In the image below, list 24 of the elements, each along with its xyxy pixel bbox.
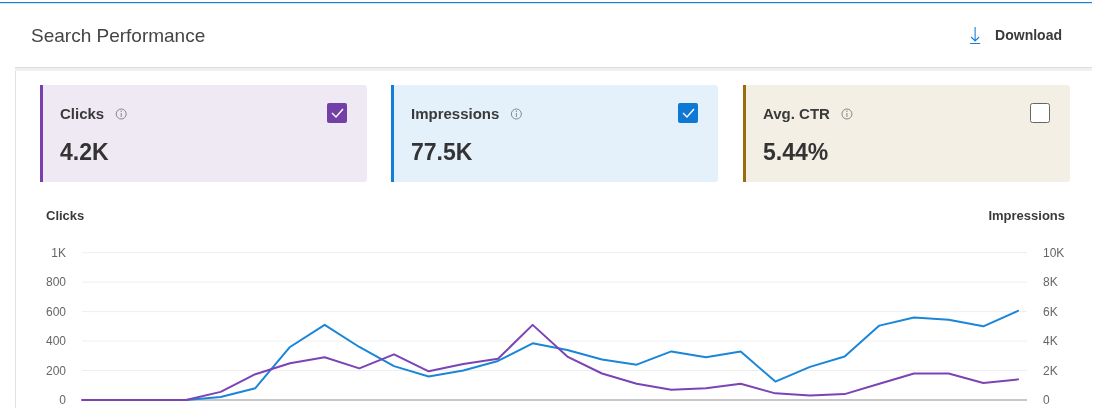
y2-axis-title: Impressions [988,208,1065,223]
y2-tick-label: 0 [1043,393,1050,408]
line-series [81,323,1019,401]
text: 77.5K [411,139,473,165]
text: 4.2K [60,139,109,165]
y-tick-label: 600 [45,304,67,319]
y2-tick-label: 4K [1043,334,1058,349]
y-axis-title: Clicks [46,208,85,223]
y-tick-label: 800 [45,275,67,290]
text: Impressions [411,105,500,122]
text: 5.44% [763,139,829,165]
y2-tick-label: 8K [1043,275,1058,290]
y-tick-label: 400 [45,334,67,349]
line-series [185,309,1019,401]
text: Download [995,27,1063,43]
text: Search Performance [31,25,206,46]
y-tick-label: 0 [59,393,67,408]
y2-tick-label: 2K [1043,363,1058,378]
y2-tick-label: 6K [1043,304,1058,319]
y-tick-label: 200 [45,363,67,378]
text: Clicks [60,105,105,122]
y-tick-label: 1K [51,245,66,260]
text: Avg. CTR [763,105,831,122]
y2-tick-label: 10K [1043,245,1065,260]
